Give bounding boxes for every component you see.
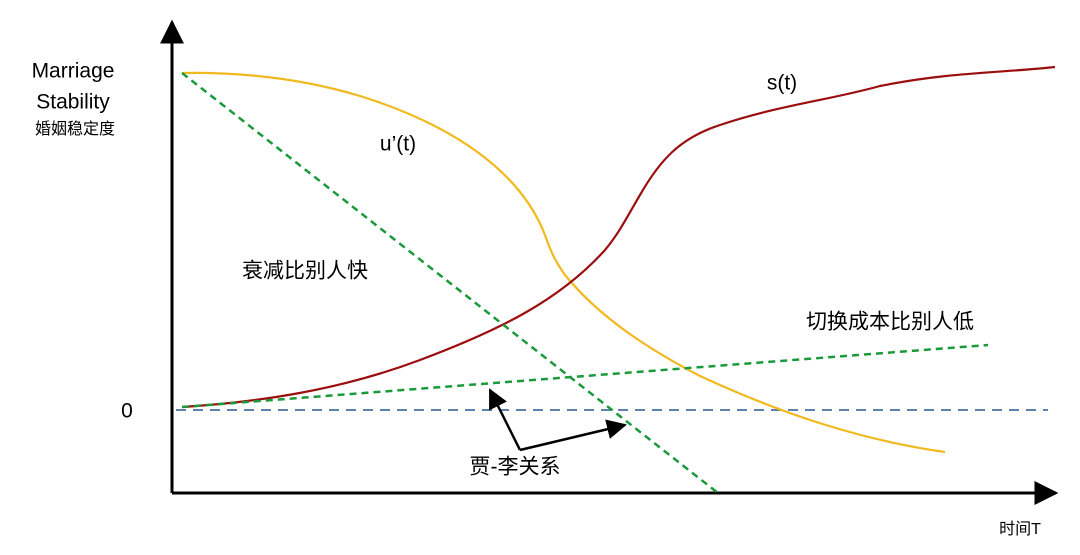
zero-label: 0 xyxy=(121,400,133,423)
annotation: 切换成本比别人低 xyxy=(806,311,974,334)
curve-label: s(t) xyxy=(767,72,797,95)
s-curve xyxy=(181,65,1056,409)
y-axis-title: Marriage xyxy=(32,60,115,83)
switch-cost-line xyxy=(181,343,989,409)
x-axis-label: 时间T xyxy=(999,520,1041,538)
y-axis-subtitle: 婚姻稳定度 xyxy=(35,120,115,138)
annotation: 衰减比别人快 xyxy=(242,260,368,283)
decay-line xyxy=(181,72,719,494)
y-axis-title: Stability xyxy=(36,91,110,114)
u-prime-curve xyxy=(181,71,946,454)
relation-arrow xyxy=(519,419,627,452)
relation-arrow xyxy=(488,388,522,451)
annotation: 贾-李关系 xyxy=(470,456,561,479)
curve-label: u’(t) xyxy=(380,133,416,156)
